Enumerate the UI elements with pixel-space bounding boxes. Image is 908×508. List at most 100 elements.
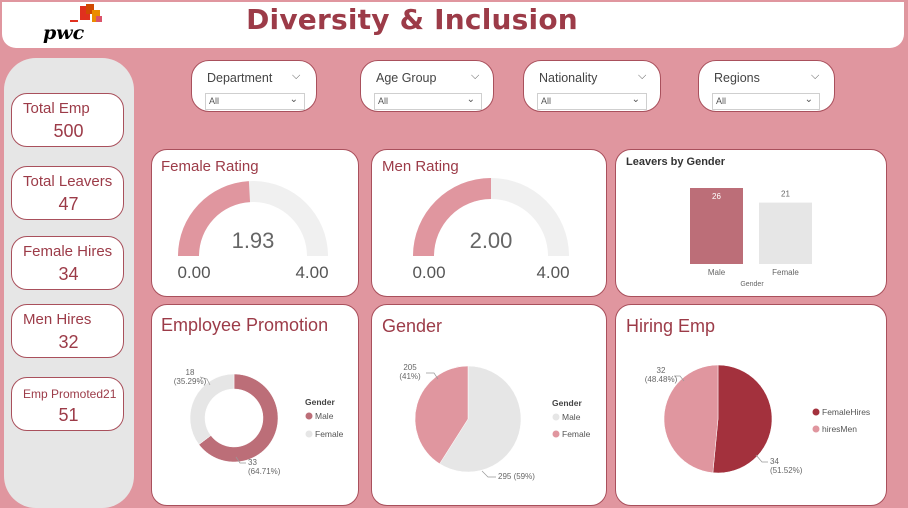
pie-data-label: 33 bbox=[248, 458, 257, 467]
card-female-rating: Female Rating 1.93 0.00 4.00 bbox=[151, 149, 359, 297]
chart-title: Leavers by Gender bbox=[626, 156, 726, 168]
kpi-value: 500 bbox=[53, 121, 84, 141]
chart-title: Hiring Emp bbox=[626, 316, 716, 336]
pie-slice-male bbox=[198, 373, 279, 463]
label-leader-line bbox=[426, 372, 439, 380]
kpi-card-emp-promoted: Emp Promoted21 51 bbox=[11, 377, 124, 431]
label-leader-line bbox=[199, 376, 211, 386]
chart-title: Employee Promotion bbox=[161, 315, 329, 335]
label-leader-line bbox=[755, 454, 768, 463]
chevron-down-icon: ⌄ bbox=[289, 94, 298, 105]
legend-marker bbox=[305, 412, 313, 420]
gauge-max-label: 4.00 bbox=[536, 263, 569, 282]
kpi-card-men-hires: Men Hires 32 bbox=[11, 304, 124, 358]
select-value: All bbox=[209, 96, 220, 106]
legend-label: Male bbox=[315, 411, 334, 421]
label-leader-line bbox=[481, 470, 496, 478]
pie-chart-hiring: 32(48.48%) 34(51.52%) FemaleHires hiresMen bbox=[645, 364, 870, 475]
gauge-value-label: 2.00 bbox=[470, 228, 513, 253]
pie-data-label-pct: (51.52%) bbox=[770, 466, 803, 475]
legend-label: Male bbox=[562, 412, 581, 422]
chevron-down-icon[interactable]: ⌵ bbox=[638, 70, 647, 82]
legend-marker bbox=[552, 430, 560, 438]
pie-data-label: 32 bbox=[657, 366, 666, 375]
bar-data-label: 21 bbox=[781, 190, 790, 199]
label-leader-line bbox=[235, 456, 246, 464]
pie-chart-gender: 205(41%) 295 (59%) Gender Male Female bbox=[399, 363, 590, 481]
kpi-card-total-emp: Total Emp 500 bbox=[11, 93, 124, 147]
pie-slice-hiresmen bbox=[663, 364, 719, 474]
filter-label: Nationality bbox=[539, 71, 598, 85]
gauge-max-label: 4.00 bbox=[295, 263, 328, 282]
kpi-card-female-hires: Female Hires 34 bbox=[11, 236, 124, 290]
gauge-chart-female: 1.93 0.00 4.00 bbox=[177, 181, 329, 282]
bar-data-label: 26 bbox=[712, 192, 721, 201]
donut-chart-promotion: 18(35.29%) 33(64.71%) Gender Male Female bbox=[174, 368, 344, 476]
gauge-min-label: 0.00 bbox=[177, 263, 210, 282]
kpi-value: 47 bbox=[58, 194, 79, 214]
gauge-chart-men: 2.00 0.00 4.00 bbox=[412, 178, 570, 282]
pwc-logo-graphic bbox=[70, 4, 102, 22]
pie-data-label-pct: (48.48%) bbox=[645, 375, 678, 384]
header-bar bbox=[2, 2, 904, 48]
pie-slice-female bbox=[414, 365, 469, 465]
gauge-value-label: 1.93 bbox=[232, 228, 275, 253]
x-tick-label: Female bbox=[772, 268, 799, 277]
chevron-down-icon: ⌄ bbox=[631, 94, 640, 105]
legend-marker bbox=[812, 425, 820, 433]
card-leavers-by-gender: Leavers by Gender 26 Male 21 Female Gender bbox=[615, 149, 887, 297]
chevron-down-icon[interactable]: ⌵ bbox=[471, 70, 480, 82]
kpi-value: 34 bbox=[58, 264, 79, 284]
kpi-value: 32 bbox=[58, 332, 79, 352]
pie-slice-male bbox=[439, 365, 522, 473]
department-select[interactable]: All ⌄ bbox=[205, 93, 305, 110]
pie-data-label-pct: (35.29%) bbox=[174, 377, 207, 386]
chevron-down-icon: ⌄ bbox=[804, 94, 813, 105]
chevron-down-icon[interactable]: ⌵ bbox=[811, 70, 820, 82]
filter-label: Department bbox=[207, 71, 273, 85]
legend-label: hiresMen bbox=[822, 424, 857, 434]
gauge-value-arc bbox=[178, 181, 251, 256]
chart-title: Gender bbox=[382, 316, 443, 336]
legend-marker bbox=[812, 408, 820, 416]
card-men-rating: Men Rating 2.00 0.00 4.00 bbox=[371, 149, 607, 297]
filter-label: Regions bbox=[714, 71, 760, 85]
x-tick-label: Male bbox=[708, 268, 726, 277]
filter-label: Age Group bbox=[376, 71, 437, 85]
bar-male bbox=[690, 188, 743, 264]
logo-text: pwc bbox=[43, 22, 85, 44]
label-leader-line bbox=[674, 375, 685, 382]
gauge-value-arc bbox=[413, 178, 491, 256]
legend-label: Female bbox=[315, 429, 344, 439]
chevron-down-icon: ⌄ bbox=[466, 94, 475, 105]
filter-department[interactable]: Department ⌵ All ⌄ bbox=[191, 60, 317, 112]
kpi-label: Emp Promoted21 bbox=[23, 387, 117, 401]
pwc-logo: pwc bbox=[40, 4, 110, 46]
card-gender: Gender 205 (41%) 295 (59%) Gender Male Female bbox=[371, 304, 607, 506]
pie-slice-female bbox=[189, 373, 235, 445]
pie-data-label: 295 (59%) bbox=[498, 472, 535, 481]
legend-title: Gender bbox=[305, 397, 335, 407]
legend-title: Gender bbox=[552, 398, 582, 408]
bar-female bbox=[759, 202, 812, 264]
kpi-label: Men Hires bbox=[23, 311, 92, 328]
card-hiring-emp: Hiring Emp 32 (48.48%) 34 (51.52%) FemaleHir… bbox=[615, 304, 887, 506]
legend-label: FemaleHires bbox=[822, 407, 870, 417]
chart-title: Men Rating bbox=[382, 158, 459, 175]
filter-regions[interactable]: Regions ⌵ All ⌄ bbox=[698, 60, 835, 112]
kpi-label: Total Emp bbox=[23, 100, 90, 117]
filter-nationality[interactable]: Nationality ⌵ All ⌄ bbox=[523, 60, 661, 112]
filter-age-group[interactable]: Age Group ⌵ All ⌄ bbox=[360, 60, 494, 112]
chevron-down-icon[interactable]: ⌵ bbox=[292, 70, 301, 82]
legend-marker bbox=[552, 413, 560, 421]
select-value: All bbox=[716, 96, 727, 106]
bar-chart-leavers: 26 Male 21 Female Gender bbox=[690, 188, 812, 288]
age-group-select[interactable]: All ⌄ bbox=[374, 93, 482, 110]
regions-select[interactable]: All ⌄ bbox=[712, 93, 820, 110]
pie-data-label: 34 bbox=[770, 457, 779, 466]
nationality-select[interactable]: All ⌄ bbox=[537, 93, 647, 110]
kpi-card-total-leavers: Total Leavers 47 bbox=[11, 166, 124, 220]
select-value: All bbox=[541, 96, 552, 106]
pie-data-label: 205 bbox=[403, 363, 417, 372]
pie-data-label-pct: (41%) bbox=[399, 372, 421, 381]
